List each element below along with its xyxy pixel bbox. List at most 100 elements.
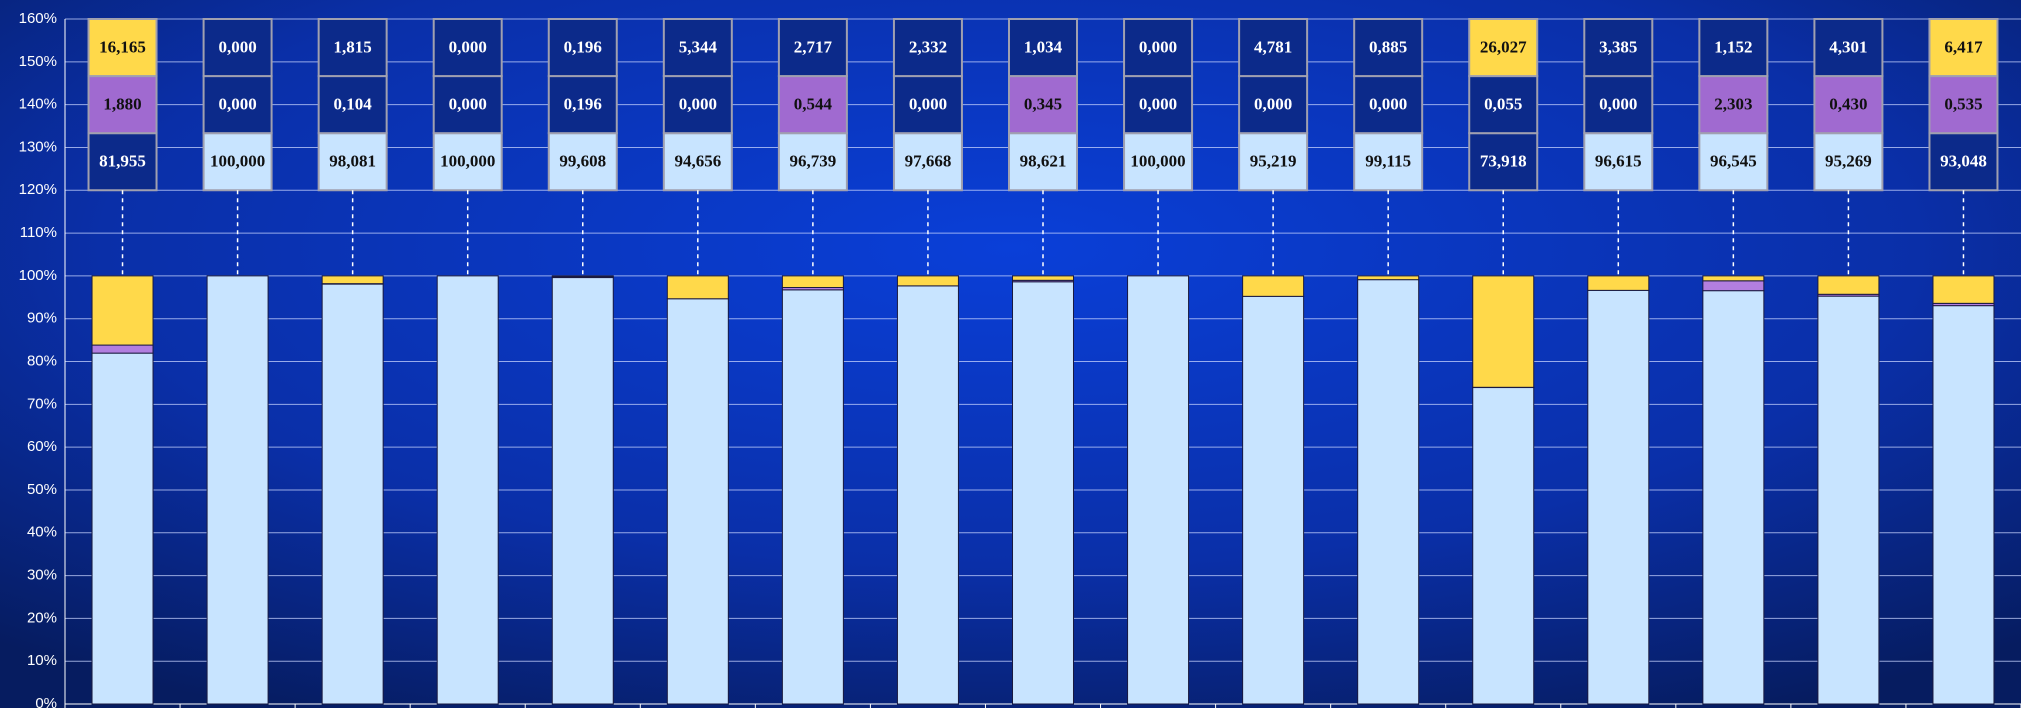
data-label: 81,955 [99, 152, 146, 171]
label-box [87, 132, 158, 192]
y-tick-label: 150% [19, 53, 57, 70]
data-label: 0,000 [909, 95, 947, 114]
bar-segment [1242, 295, 1305, 705]
data-label: 0,104 [334, 95, 373, 114]
label-box [1468, 18, 1539, 78]
bar-segment [781, 275, 844, 289]
y-tick-label: 110% [20, 224, 57, 241]
data-label: 4,301 [1829, 37, 1867, 56]
data-label: 0,196 [564, 37, 602, 56]
data-label: 97,668 [905, 152, 952, 171]
label-box [1353, 18, 1424, 78]
label-box [547, 18, 618, 78]
y-tick-label: 0% [35, 695, 57, 708]
label-box [87, 18, 158, 78]
label-box [892, 18, 963, 78]
bar-segment [206, 275, 269, 705]
data-label: 100,000 [440, 152, 495, 171]
y-tick-label: 130% [19, 138, 57, 155]
label-box [1468, 132, 1539, 192]
data-label: 0,196 [564, 95, 602, 114]
data-label: 0,535 [1944, 95, 1982, 114]
data-label: 0,000 [1599, 95, 1637, 114]
bar-segment [551, 275, 614, 278]
data-label: 26,027 [1480, 37, 1527, 56]
y-tick-label: 160% [19, 10, 57, 27]
bar-segment [666, 298, 729, 705]
data-label: 5,344 [679, 37, 718, 56]
label-box [317, 18, 388, 78]
bar-segment [91, 275, 154, 346]
label-box [1008, 75, 1078, 135]
bar-segment [91, 352, 154, 705]
label-box [1008, 18, 1078, 78]
data-label: 0,000 [218, 95, 256, 114]
data-label: 100,000 [1130, 152, 1185, 171]
label-box [1583, 132, 1654, 192]
y-tick-label: 70% [27, 395, 57, 412]
bar-segment [1587, 289, 1650, 705]
label-box [662, 132, 733, 192]
bar-segment [551, 277, 614, 705]
data-label: 1,880 [103, 95, 141, 114]
label-box [1468, 75, 1539, 135]
bar-segment [781, 289, 844, 705]
label-box [1238, 75, 1309, 135]
bar-segment [321, 283, 384, 705]
label-box [1698, 75, 1769, 135]
data-label: 4,781 [1254, 37, 1292, 56]
label-box [1123, 18, 1194, 78]
label-box [1813, 18, 1884, 78]
data-label: 0,000 [1254, 95, 1292, 114]
data-label: 0,000 [679, 95, 717, 114]
label-box [1008, 132, 1078, 192]
bar-segment [1817, 275, 1880, 295]
bar-segment [436, 275, 499, 705]
data-label: 0,000 [449, 95, 487, 114]
data-label: 0,544 [794, 95, 833, 114]
data-label: 0,000 [1139, 95, 1177, 114]
bar-segment [1702, 290, 1765, 705]
data-label: 95,219 [1250, 152, 1297, 171]
label-box [432, 18, 503, 78]
data-label: 0,345 [1024, 95, 1062, 114]
label-box [1813, 75, 1884, 135]
label-box [777, 75, 848, 135]
label-box [1583, 75, 1654, 135]
data-label: 96,615 [1595, 152, 1642, 171]
label-box [1353, 75, 1424, 135]
data-label: 98,621 [1020, 152, 1067, 171]
bar-segment [1012, 281, 1074, 705]
bar-segment [1472, 387, 1535, 705]
bar-segment [1932, 275, 1995, 304]
bar-segment [666, 275, 729, 300]
bar-segment [1242, 275, 1305, 297]
bar-segment [1702, 280, 1765, 292]
bar-segment [896, 285, 959, 705]
data-label: 1,152 [1714, 37, 1752, 56]
y-tick-label: 30% [27, 567, 57, 584]
y-tick-label: 40% [27, 524, 57, 541]
label-box [1238, 18, 1309, 78]
data-label: 98,081 [329, 152, 376, 171]
data-label: 0,000 [1369, 95, 1407, 114]
label-box [777, 18, 848, 78]
y-tick-label: 90% [27, 310, 57, 327]
data-label: 96,739 [790, 152, 837, 171]
data-label: 16,165 [99, 37, 146, 56]
data-label: 0,055 [1484, 95, 1522, 114]
bar-segment [1932, 305, 1995, 705]
data-label: 0,885 [1369, 37, 1407, 56]
data-label: 6,417 [1944, 37, 1983, 56]
bar-segment [1357, 275, 1420, 281]
label-box [1583, 18, 1654, 78]
bar-segment [896, 275, 959, 287]
data-label: 96,545 [1710, 152, 1757, 171]
bar-segment [1472, 275, 1535, 388]
label-box [1123, 132, 1194, 192]
y-tick-label: 60% [27, 438, 57, 455]
label-box [202, 18, 273, 78]
data-label: 2,303 [1714, 95, 1752, 114]
